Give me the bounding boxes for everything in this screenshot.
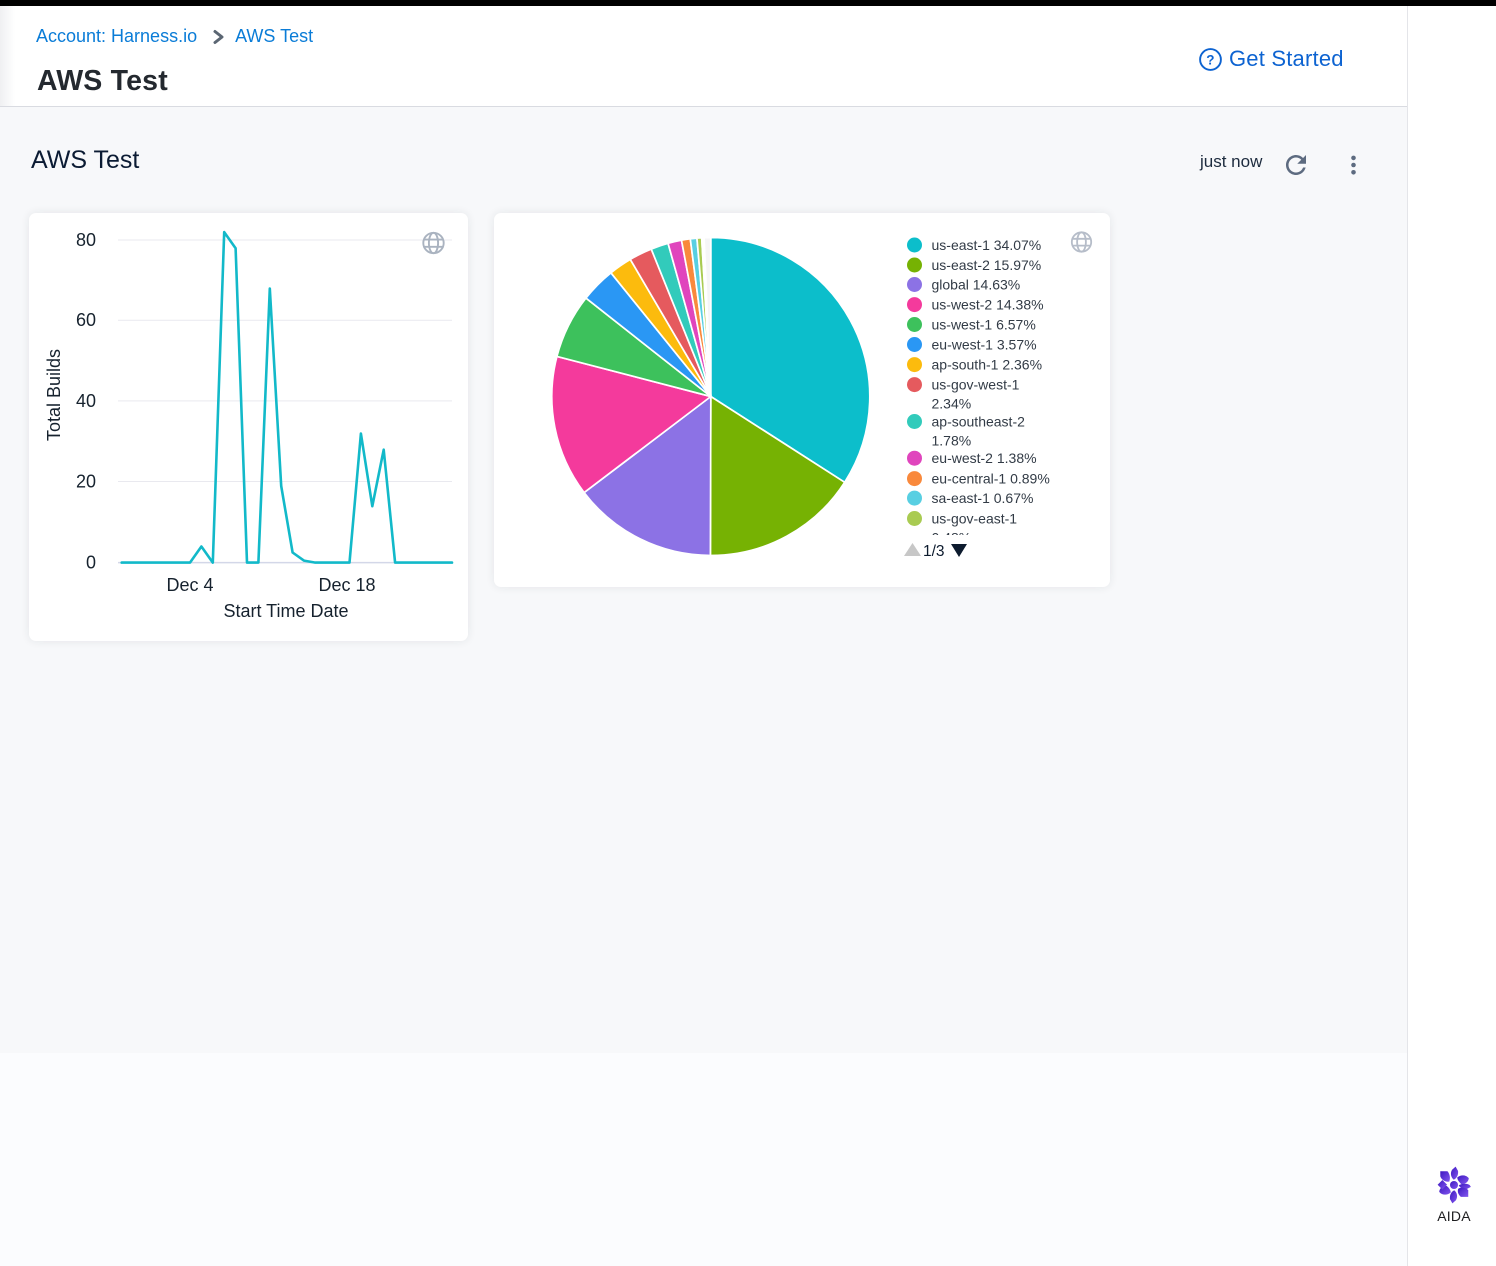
- svg-text:ap-south-1 2.36%: ap-south-1 2.36%: [932, 356, 1043, 372]
- svg-text:us-east-2 15.97%: us-east-2 15.97%: [932, 257, 1042, 273]
- svg-text:sa-east-1 0.67%: sa-east-1 0.67%: [932, 490, 1034, 506]
- svg-text:eu-central-1 0.89%: eu-central-1 0.89%: [932, 470, 1050, 486]
- svg-text:40: 40: [76, 391, 96, 411]
- svg-text:Dec 18: Dec 18: [318, 575, 375, 595]
- svg-text:eu-west-1 3.57%: eu-west-1 3.57%: [932, 336, 1037, 352]
- svg-text:ap-southeast-2: ap-southeast-2: [932, 413, 1026, 429]
- svg-text:1/3: 1/3: [923, 543, 945, 560]
- svg-text:?: ?: [1206, 52, 1214, 67]
- svg-text:80: 80: [76, 230, 96, 250]
- svg-text:0: 0: [86, 553, 96, 573]
- svg-text:Start Time Date: Start Time Date: [223, 601, 348, 621]
- svg-text:eu-west-2 1.38%: eu-west-2 1.38%: [932, 450, 1037, 466]
- svg-text:Total Builds: Total Builds: [44, 349, 64, 441]
- svg-text:0.48%: 0.48%: [932, 529, 972, 545]
- svg-text:us-west-1 6.57%: us-west-1 6.57%: [932, 316, 1036, 332]
- svg-text:20: 20: [76, 472, 96, 492]
- svg-text:us-gov-east-1: us-gov-east-1: [932, 510, 1018, 526]
- svg-text:us-gov-west-1: us-gov-west-1: [932, 376, 1020, 392]
- svg-text:Dec 4: Dec 4: [166, 575, 213, 595]
- svg-text:1.78%: 1.78%: [932, 432, 972, 448]
- svg-text:global 14.63%: global 14.63%: [932, 276, 1021, 292]
- svg-text:us-east-1 34.07%: us-east-1 34.07%: [932, 237, 1042, 253]
- svg-text:us-west-2 14.38%: us-west-2 14.38%: [932, 296, 1044, 312]
- svg-text:2.34%: 2.34%: [932, 395, 972, 411]
- svg-text:60: 60: [76, 310, 96, 330]
